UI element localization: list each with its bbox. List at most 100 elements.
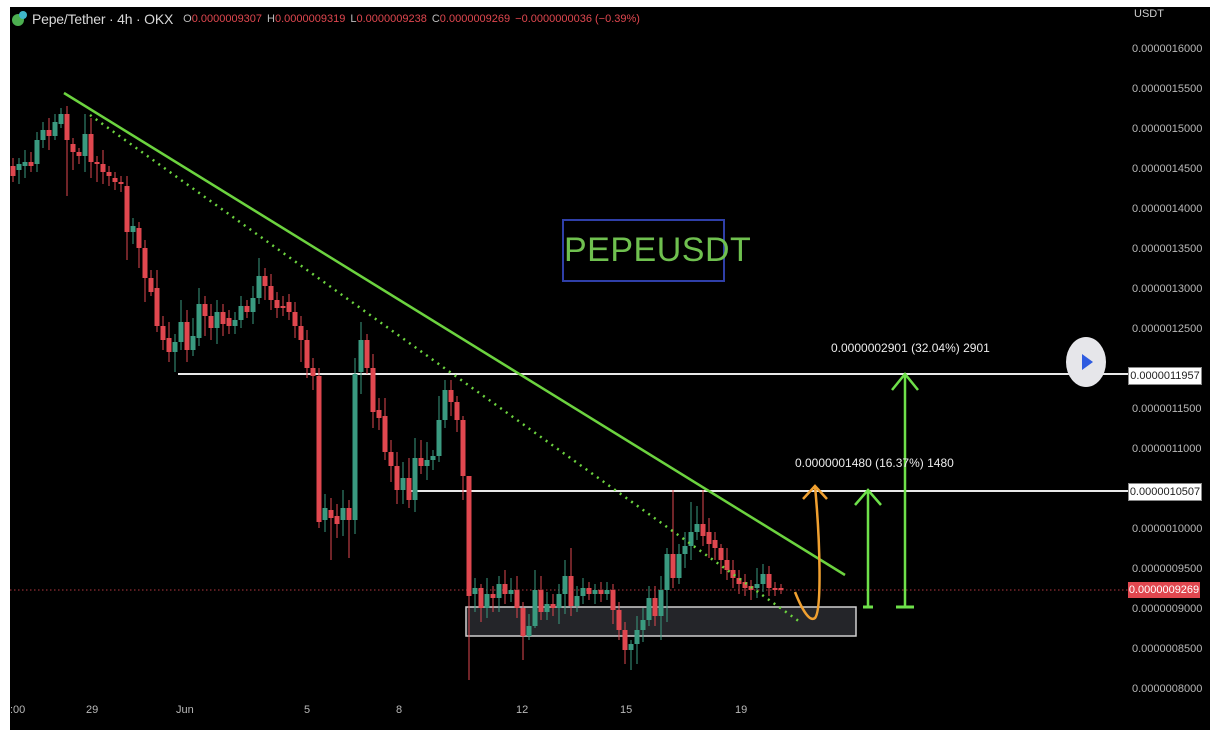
y-tick-label: 0.0000011500 — [1132, 403, 1202, 415]
candle-body — [286, 302, 292, 312]
candle-body — [376, 410, 382, 418]
candle-body — [502, 584, 508, 594]
y-tick-label: 0.0000016000 — [1132, 43, 1203, 55]
candle-body — [526, 626, 532, 636]
candle-body — [718, 548, 724, 560]
candle-body — [586, 588, 592, 594]
candle-body — [544, 604, 550, 612]
candle-body — [532, 590, 538, 626]
candle-body — [316, 376, 322, 522]
candle-body — [550, 604, 556, 608]
y-tick-label: 0.0000012500 — [1132, 323, 1203, 335]
candle-body — [172, 342, 178, 352]
candle-body — [268, 286, 274, 300]
candle-body — [778, 588, 784, 590]
candle-body — [640, 620, 646, 630]
candle-body — [496, 584, 502, 598]
candle-body — [574, 596, 580, 606]
candle-body — [682, 546, 688, 554]
candle-body — [94, 162, 100, 164]
symbol-title[interactable]: Pepe/Tether · 4h · OKX — [32, 11, 174, 27]
candle-body — [568, 576, 574, 606]
candle-body — [10, 166, 16, 176]
ohlc-high: H0.0000009319 — [267, 13, 346, 25]
candle-body — [466, 476, 472, 596]
candle-body — [160, 326, 166, 340]
x-tick-label: Jun — [176, 704, 194, 716]
ohlc-close: C0.0000009269 — [431, 13, 511, 25]
candle-body — [394, 466, 400, 490]
candle-body — [730, 570, 736, 578]
candle-body — [514, 590, 520, 608]
candle-body — [430, 456, 436, 460]
candle-body — [664, 554, 670, 590]
candle-body — [328, 510, 334, 518]
candle-body — [616, 610, 622, 630]
candle-body — [652, 598, 658, 616]
candle-body — [478, 588, 484, 608]
candle-body — [340, 508, 346, 520]
candle-body — [742, 582, 748, 588]
y-tick-label: 0.0000013000 — [1132, 283, 1203, 295]
candle-body — [772, 588, 778, 590]
candle-body — [628, 644, 634, 650]
candle-body — [208, 316, 214, 328]
candle-body — [298, 326, 304, 340]
candle-body — [310, 368, 316, 376]
candle-body — [226, 318, 232, 326]
x-tick-label: 15 — [620, 704, 633, 716]
x-tick-label: 5 — [304, 704, 311, 716]
candle-body — [694, 524, 700, 532]
candle-body — [292, 312, 298, 326]
price-chart[interactable] — [10, 7, 1210, 730]
play-icon — [1082, 354, 1093, 370]
candle-body — [448, 390, 454, 402]
candle-body — [490, 594, 496, 598]
y-tick-label: 0.0000013500 — [1132, 243, 1203, 255]
y-tick-label: 0.0000015500 — [1132, 83, 1203, 95]
candle-body — [622, 630, 628, 650]
candle-body — [400, 478, 406, 490]
resistance-2-price-tag: 0.0000011957 — [1128, 367, 1202, 385]
candle-body — [52, 122, 58, 136]
candle-body — [712, 540, 718, 548]
candle-body — [460, 420, 466, 476]
candle-body — [670, 554, 676, 578]
descending-trendline — [63, 91, 846, 577]
candle-body — [214, 312, 220, 328]
candle-body — [412, 458, 418, 500]
x-tick-label: 12 — [516, 704, 529, 716]
candle-body — [34, 140, 40, 164]
candle-body — [322, 508, 328, 520]
candle-body — [580, 588, 586, 596]
candle-body — [418, 458, 424, 466]
candle-body — [352, 374, 358, 520]
candle-body — [202, 304, 208, 316]
x-tick-label: 29 — [86, 704, 99, 716]
candle-body — [262, 276, 268, 286]
candle-body — [256, 276, 262, 298]
chart-area[interactable] — [10, 7, 1210, 730]
candle-body — [250, 298, 256, 312]
candle-body — [436, 420, 442, 456]
candle-body — [178, 322, 184, 342]
candle-body — [754, 584, 760, 588]
candle-body — [238, 306, 244, 320]
ohlc-low: L0.0000009238 — [350, 13, 427, 25]
candle-body — [40, 130, 46, 140]
scroll-to-realtime-button[interactable] — [1066, 337, 1106, 387]
candle-body — [58, 114, 64, 124]
candle-body — [358, 340, 364, 372]
candle-body — [610, 590, 616, 610]
candle-body — [424, 460, 430, 466]
candle-body — [142, 248, 148, 278]
target-2-arrow-head-icon — [891, 372, 919, 391]
x-tick-label: 19 — [735, 704, 748, 716]
candle-body — [508, 590, 514, 594]
candle-body — [304, 340, 310, 368]
candle-body — [46, 130, 52, 136]
y-tick-label: 0.0000010000 — [1132, 523, 1203, 535]
candle-body — [592, 590, 598, 594]
chart-header: Pepe/Tether · 4h · OKX O0.0000009307 H0.… — [12, 9, 640, 29]
candle-body — [442, 390, 448, 420]
